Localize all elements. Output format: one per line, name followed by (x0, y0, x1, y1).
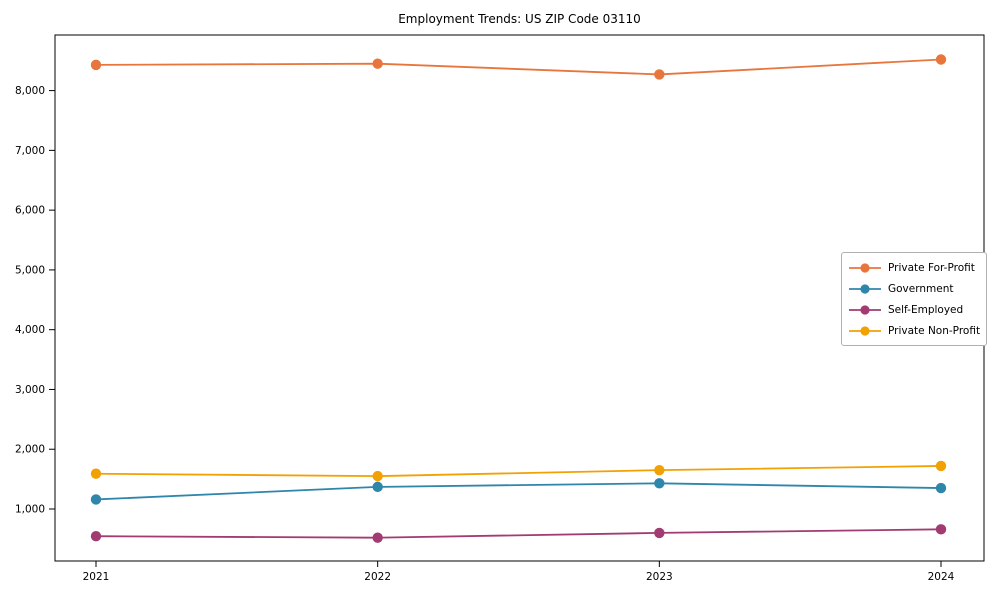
legend-marker-dot (860, 325, 870, 336)
y-tick-label: 4,000 (15, 324, 45, 336)
y-tick-label: 6,000 (15, 205, 45, 217)
legend-line-sample (849, 325, 881, 336)
data-point-private-non-profit (90, 468, 102, 479)
legend-line-sample (849, 304, 881, 315)
y-tick-label: 8,000 (15, 85, 45, 97)
legend-marker-dot (860, 304, 870, 315)
legend-label: Private Non-Profit (888, 324, 981, 337)
chart-title: Employment Trends: US ZIP Code 03110 (398, 12, 641, 26)
x-tick-label: 2021 (83, 571, 110, 583)
data-point-government (654, 478, 665, 489)
data-point-private-non-profit (654, 464, 665, 476)
series-line-government (95, 482, 942, 501)
data-point-government (935, 482, 947, 494)
data-point-private-for-profit (372, 58, 383, 69)
data-point-government (90, 494, 102, 505)
x-tick-label: 2024 (928, 571, 955, 583)
data-point-private-for-profit (654, 69, 665, 80)
legend-label: Self-Employed (888, 303, 964, 316)
series-line-self-employed (95, 528, 942, 539)
data-point-self-employed (90, 530, 102, 542)
legend-marker-dot (860, 262, 870, 273)
data-point-government (372, 481, 383, 493)
y-tick-label: 5,000 (15, 264, 45, 276)
y-tick-label: 1,000 (15, 503, 45, 515)
x-tick-label: 2023 (646, 571, 673, 583)
x-tick-label: 2022 (364, 571, 391, 583)
legend-label: Government (888, 282, 954, 295)
y-tick-label: 3,000 (15, 384, 45, 396)
data-point-private-for-profit (90, 59, 102, 71)
data-point-self-employed (372, 532, 383, 543)
legend-entry: Private For-Profit (848, 257, 980, 278)
series-line-private-non-profit (95, 465, 942, 478)
legend-marker-dot (860, 283, 870, 294)
legend: Private For-Profit Government Self-Employe… (841, 252, 987, 346)
legend-entry: Private Non-Profit (848, 320, 980, 341)
data-point-self-employed (654, 527, 665, 539)
legend-line-sample (849, 283, 881, 294)
legend-label: Private For-Profit (888, 261, 975, 274)
data-point-private-for-profit (935, 54, 947, 65)
legend-entry: Self-Employed (848, 299, 980, 320)
y-tick-label: 7,000 (15, 145, 45, 157)
y-tick-label: 2,000 (15, 444, 45, 456)
legend-line-sample (849, 262, 881, 273)
data-point-self-employed (935, 524, 947, 535)
data-point-private-non-profit (372, 470, 383, 482)
data-point-private-non-profit (935, 460, 947, 472)
series-line-private-for-profit (95, 58, 942, 76)
legend-entry: Government (848, 278, 980, 299)
